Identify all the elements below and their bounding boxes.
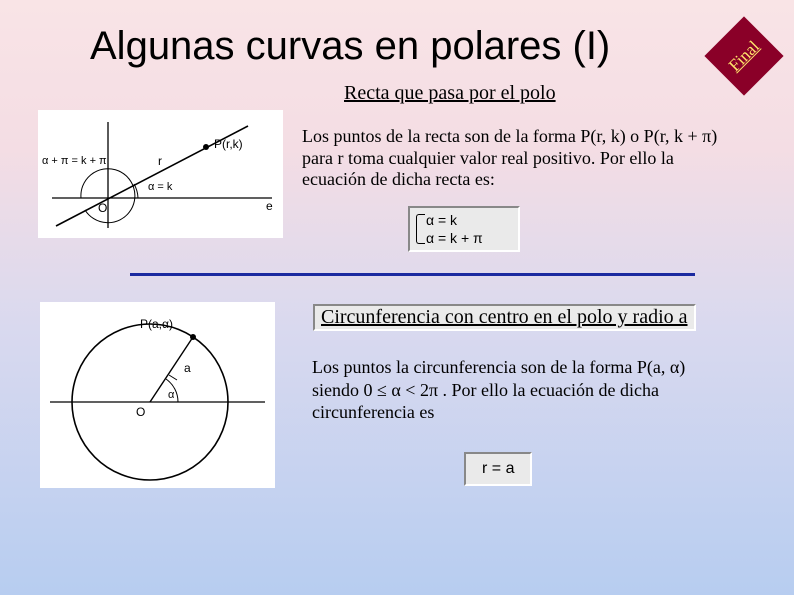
section2-subtitle: Circunferencia con centro en el polo y r… bbox=[313, 304, 696, 331]
fig1-label-alpha-k: α = k bbox=[148, 181, 173, 193]
fig1-label-r: r bbox=[158, 154, 162, 168]
section-divider bbox=[130, 273, 695, 276]
section2-equation-box: r = a bbox=[464, 452, 532, 486]
fig2-label-P: P(a,α) bbox=[140, 317, 173, 331]
fig1-label-e: e bbox=[266, 199, 273, 213]
fig2-label-O: O bbox=[136, 405, 145, 419]
section2-paragraph: Los puntos la circunferencia son de la f… bbox=[312, 356, 728, 424]
eq-line1: α = k bbox=[426, 212, 512, 230]
figure-circle-at-pole: O a α P(a,α) bbox=[40, 302, 275, 488]
fig2-label-a: a bbox=[184, 361, 191, 375]
figure-line-through-pole: O e r P(r,k) α = k α + π = k + π bbox=[38, 110, 283, 238]
fig2-label-alpha: α bbox=[168, 389, 175, 401]
section1-paragraph: Los puntos de la recta son de la forma P… bbox=[302, 126, 722, 191]
fig1-label-P: P(r,k) bbox=[214, 137, 243, 151]
final-badge-text: Final bbox=[725, 37, 764, 76]
eq-line2: α = k + π bbox=[426, 230, 512, 248]
final-badge: Final bbox=[704, 16, 783, 95]
fig1-label-alpha-kpi: α + π = k + π bbox=[42, 155, 107, 167]
section1-subtitle: Recta que pasa por el polo bbox=[344, 82, 556, 105]
section1-equation-box: α = k α = k + π bbox=[408, 206, 520, 252]
slide-title: Algunas curvas en polares (I) bbox=[90, 24, 610, 69]
fig1-label-O: O bbox=[98, 201, 107, 215]
